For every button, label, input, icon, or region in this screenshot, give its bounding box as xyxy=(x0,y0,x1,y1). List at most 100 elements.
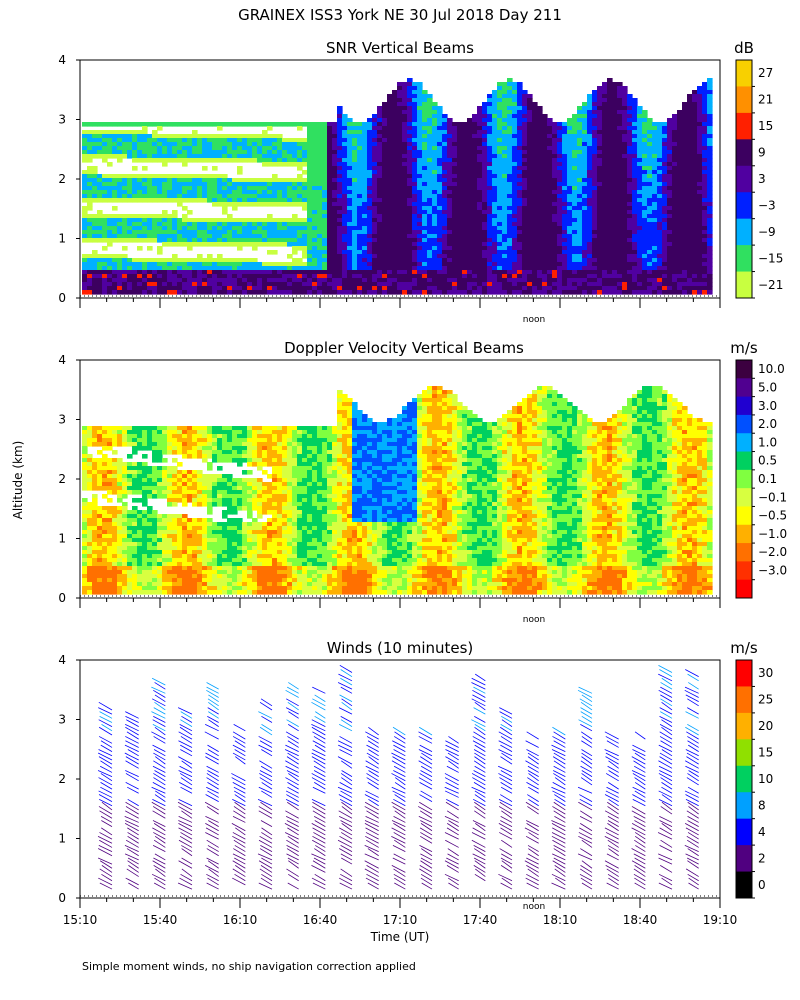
field-cell xyxy=(337,154,343,159)
field-cell xyxy=(82,286,88,291)
field-cell xyxy=(447,194,453,199)
field-cell xyxy=(347,218,353,223)
field-cell xyxy=(607,290,613,295)
field-cell xyxy=(417,194,423,199)
field-cell xyxy=(507,198,513,203)
field-cell xyxy=(587,114,593,119)
field-cell xyxy=(387,146,393,151)
field-cell xyxy=(607,82,613,87)
field-cell xyxy=(377,194,383,199)
field-cell xyxy=(432,214,438,219)
field-cell xyxy=(347,266,353,271)
field-cell xyxy=(442,122,448,127)
field-cell xyxy=(332,154,338,159)
field-cell xyxy=(317,146,323,151)
field-cell xyxy=(647,282,653,287)
field-cell xyxy=(317,194,323,199)
field-cell xyxy=(282,178,288,183)
field-cell xyxy=(142,134,148,139)
field-cell xyxy=(332,290,338,295)
field-cell xyxy=(652,246,658,251)
field-cell xyxy=(342,214,348,219)
field-cell xyxy=(242,262,248,267)
field-cell xyxy=(322,262,328,267)
field-cell xyxy=(582,194,588,199)
field-cell xyxy=(582,234,588,239)
field-cell xyxy=(427,286,433,291)
field-cell xyxy=(402,238,408,243)
field-cell xyxy=(312,162,318,167)
field-cell xyxy=(642,202,648,207)
field-cell xyxy=(327,262,333,267)
field-cell xyxy=(237,226,243,231)
field-cell xyxy=(407,114,413,119)
field-cell xyxy=(277,218,283,223)
field-cell xyxy=(452,234,458,239)
field-cell xyxy=(672,130,678,135)
field-cell xyxy=(422,126,428,131)
field-cell xyxy=(367,270,373,275)
field-cell xyxy=(537,158,543,163)
field-cell xyxy=(597,234,603,239)
field-cell xyxy=(632,222,638,227)
field-cell xyxy=(447,198,453,203)
field-cell xyxy=(307,286,313,291)
field-cell xyxy=(497,234,503,239)
field-cell xyxy=(367,122,373,127)
field-cell xyxy=(627,222,633,227)
field-cell xyxy=(192,258,198,263)
field-cell xyxy=(322,122,328,127)
field-cell xyxy=(152,226,158,231)
field-cell xyxy=(132,266,138,271)
field-cell xyxy=(382,222,388,227)
field-cell xyxy=(552,182,558,187)
field-cell xyxy=(327,146,333,151)
field-cell xyxy=(602,158,608,163)
field-cell xyxy=(522,286,528,291)
field-cell xyxy=(127,262,133,267)
field-cell xyxy=(277,158,283,163)
field-cell xyxy=(292,162,298,167)
field-cell xyxy=(587,290,593,295)
field-cell xyxy=(627,170,633,175)
field-cell xyxy=(307,138,313,143)
field-cell xyxy=(242,138,248,143)
field-cell xyxy=(552,286,558,291)
field-cell xyxy=(572,250,578,255)
field-cell xyxy=(607,270,613,275)
field-cell xyxy=(312,130,318,135)
field-cell xyxy=(132,262,138,267)
field-cell xyxy=(662,242,668,247)
field-cell xyxy=(442,166,448,171)
field-cell xyxy=(347,286,353,291)
field-cell xyxy=(292,202,298,207)
field-cell xyxy=(587,94,593,99)
field-cell xyxy=(92,134,98,139)
field-cell xyxy=(407,166,413,171)
field-cell xyxy=(497,102,503,107)
field-cell xyxy=(467,122,473,127)
field-cell xyxy=(502,246,508,251)
field-cell xyxy=(602,210,608,215)
field-cell xyxy=(417,286,423,291)
field-cell xyxy=(632,242,638,247)
field-cell xyxy=(587,182,593,187)
field-cell xyxy=(622,246,628,251)
field-cell xyxy=(397,98,403,103)
field-cell xyxy=(627,206,633,211)
field-cell xyxy=(347,118,353,123)
field-cell xyxy=(632,270,638,275)
field-cell xyxy=(157,266,163,271)
field-cell xyxy=(327,162,333,167)
field-cell xyxy=(612,118,618,123)
field-cell xyxy=(267,126,273,131)
field-cell xyxy=(442,150,448,155)
field-cell xyxy=(497,142,503,147)
field-cell xyxy=(342,278,348,283)
field-cell xyxy=(292,270,298,275)
field-cell xyxy=(327,178,333,183)
field-cell xyxy=(612,82,618,87)
field-cell xyxy=(202,158,208,163)
field-cell xyxy=(447,282,453,287)
field-cell xyxy=(637,166,643,171)
